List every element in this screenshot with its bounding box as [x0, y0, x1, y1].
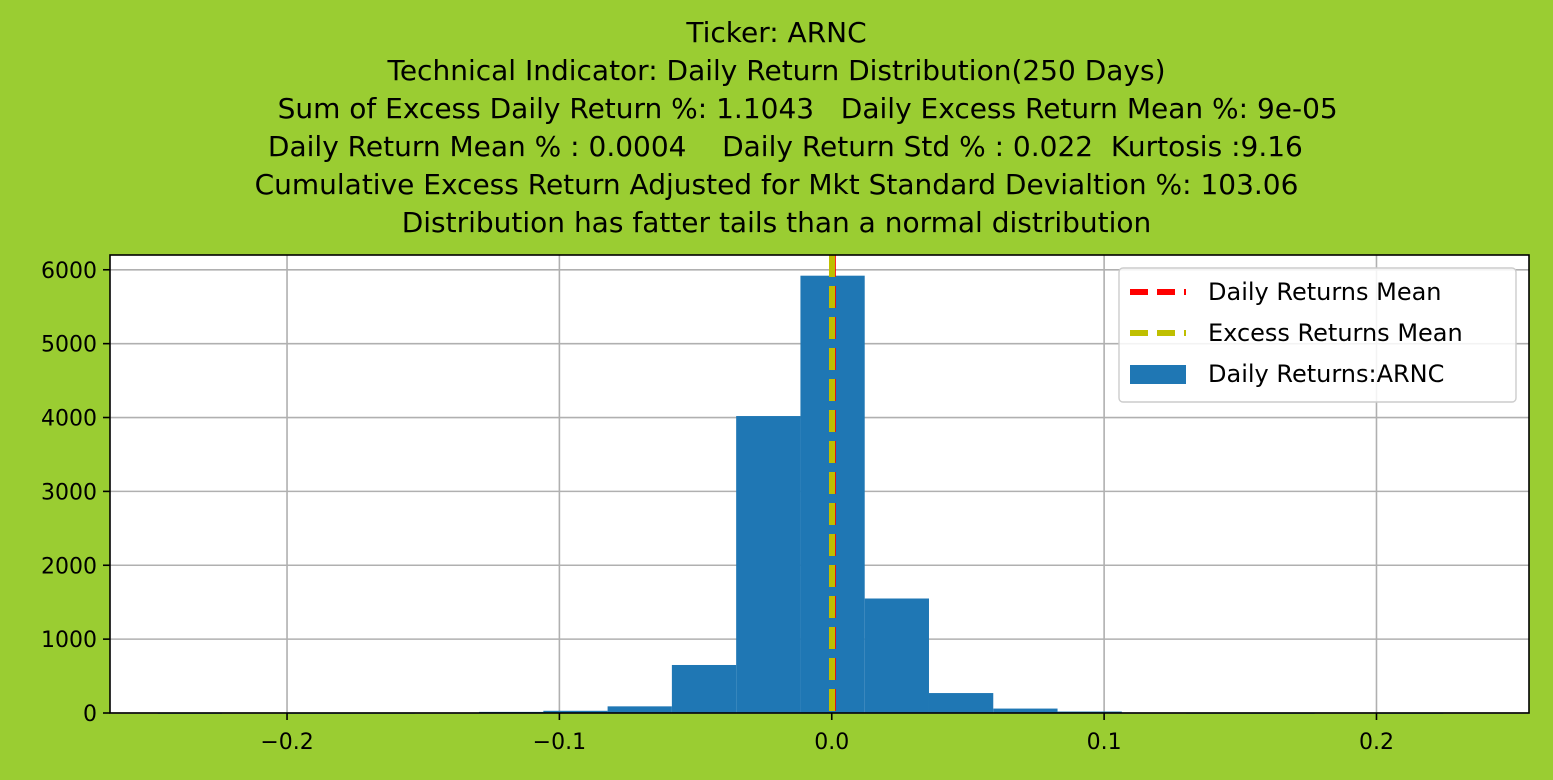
mean-lines: [829, 255, 836, 713]
title-line: Daily Return Mean % : 0.0004 Daily Retur…: [250, 130, 1303, 163]
legend-box: [1118, 267, 1517, 403]
y-tick-label: 0: [83, 702, 97, 727]
legend-label: Daily Returns:ARNC: [1208, 360, 1444, 388]
y-tick-label: 1000: [41, 628, 97, 653]
title-line: Cumulative Excess Return Adjusted for Mk…: [254, 168, 1299, 201]
plot-frame: [109, 254, 1530, 714]
x-tick-label: −0.2: [260, 730, 313, 755]
x-axis-ticks: −0.2 −0.1 0.0 0.1 0.2: [260, 713, 1394, 755]
legend: Daily Returns Mean Excess Returns Mean Dai…: [1118, 267, 1517, 403]
title-line: Distribution has fatter tails than a nor…: [401, 206, 1152, 239]
y-axis-ticks: 0 1000 2000 3000 4000 5000 6000: [41, 259, 110, 727]
y-tick-label: 2000: [41, 554, 97, 579]
histogram-bar: [671, 664, 737, 713]
y-tick-label: 3000: [41, 480, 97, 505]
histogram-bar: [607, 706, 672, 713]
histogram-bar: [543, 710, 608, 713]
y-tick-label: 5000: [41, 333, 97, 358]
chart-title: Ticker: ARNC Technical Indicator: Daily …: [0, 14, 1553, 242]
legend-swatch: [1130, 365, 1186, 384]
title-line: Ticker: ARNC: [686, 16, 867, 49]
histogram-bar: [736, 416, 801, 713]
x-tick-label: 0.2: [1359, 730, 1394, 755]
x-tick-label: −0.1: [533, 730, 586, 755]
title-line: Sum of Excess Daily Return %: 1.1043 Dai…: [215, 92, 1338, 125]
histogram-bar: [864, 598, 929, 713]
y-tick-label: 4000: [41, 407, 97, 432]
histogram-bar: [993, 708, 1058, 713]
x-tick-label: 0.1: [1087, 730, 1122, 755]
legend-label: Daily Returns Mean: [1208, 278, 1442, 306]
title-line: Technical Indicator: Daily Return Distri…: [387, 54, 1166, 87]
y-tick-label: 6000: [41, 259, 97, 284]
histogram-bar: [928, 693, 994, 713]
x-tick-label: 0.0: [814, 730, 849, 755]
legend-label: Excess Returns Mean: [1208, 319, 1463, 347]
